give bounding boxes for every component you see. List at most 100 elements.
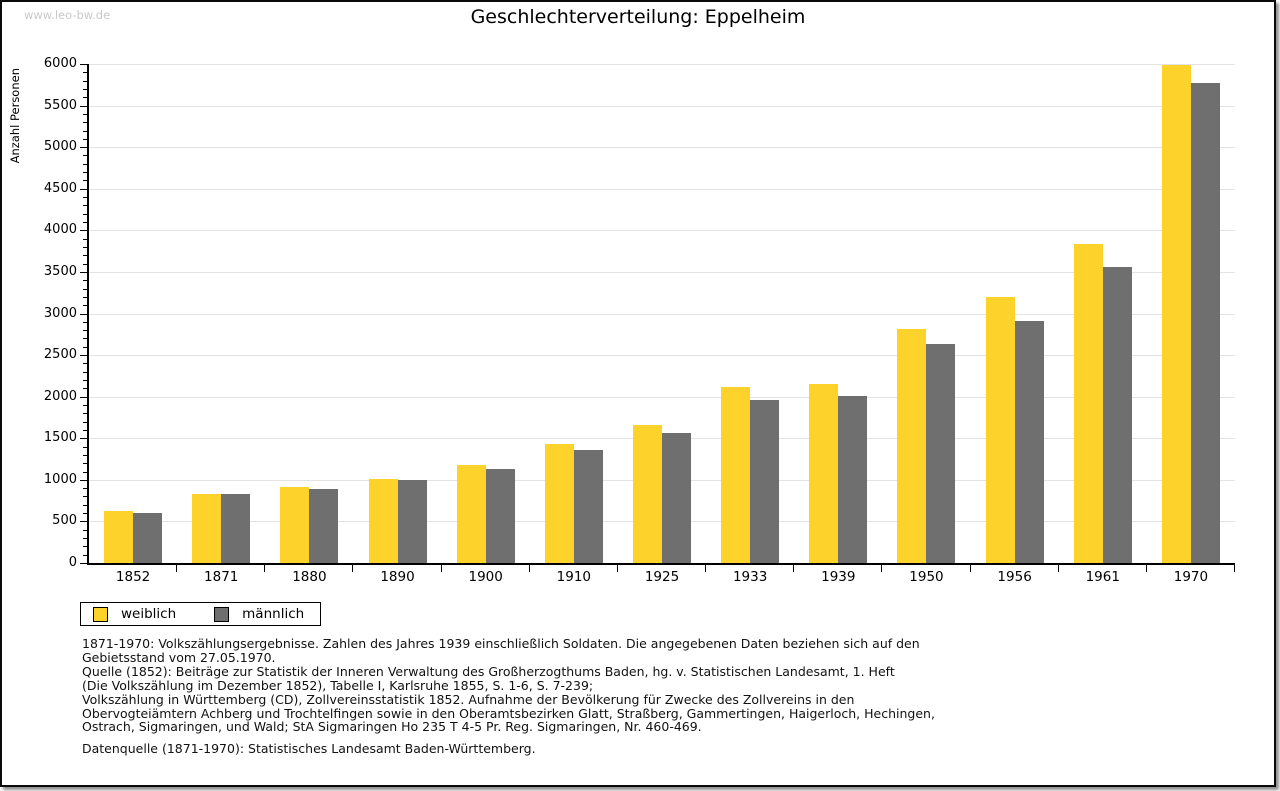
gridline-3500 xyxy=(89,271,1235,273)
bar-männlich-1852 xyxy=(133,513,163,563)
y-minor-tick xyxy=(83,363,87,365)
x-tick-label: 1880 xyxy=(292,569,327,585)
bar-weiblich-1950 xyxy=(897,328,927,563)
y-tick xyxy=(80,521,87,523)
y-minor-tick xyxy=(83,113,87,115)
y-minor-tick xyxy=(83,122,87,124)
y-minor-tick xyxy=(83,321,87,323)
y-tick xyxy=(80,188,87,190)
gridline-5500 xyxy=(89,105,1235,107)
y-tick-label: 0 xyxy=(68,555,77,570)
bar-männlich-1939 xyxy=(838,395,868,563)
y-tick-label: 6000 xyxy=(43,56,77,71)
y-minor-tick xyxy=(83,88,87,90)
bar-weiblich-1900 xyxy=(456,465,486,563)
footnotes: 1871-1970: Volkszählungsergebnisse. Zahl… xyxy=(82,637,935,734)
y-minor-tick xyxy=(83,538,87,540)
legend-label: weiblich xyxy=(121,606,177,622)
gridline-4500 xyxy=(89,188,1235,190)
watermark: www.leo-bw.de xyxy=(24,8,111,22)
y-minor-tick xyxy=(83,280,87,282)
x-tick xyxy=(176,565,178,572)
y-minor-tick xyxy=(83,471,87,473)
y-minor-tick xyxy=(83,463,87,465)
plot-area: 0 500 1000 1500 2000 2500 3000 3500 4000 4500 5000… xyxy=(44,56,1235,585)
x-tick-label: 1871 xyxy=(204,569,239,585)
bar-männlich-1871 xyxy=(221,494,251,563)
y-tick xyxy=(80,479,87,481)
x-tick-label: 1961 xyxy=(1085,569,1120,585)
y-axis-label: Anzahl Personen xyxy=(8,68,22,164)
legend-item-weiblich: weiblich xyxy=(93,606,176,622)
bar-männlich-1970 xyxy=(1190,83,1220,563)
bar-männlich-1880 xyxy=(309,488,339,563)
y-minor-tick xyxy=(83,213,87,215)
bar-weiblich-1871 xyxy=(192,493,222,563)
bar-männlich-1900 xyxy=(485,469,515,563)
bar-weiblich-1956 xyxy=(985,297,1015,563)
y-minor-tick xyxy=(83,163,87,165)
bar-weiblich-1890 xyxy=(368,478,398,563)
y-minor-tick xyxy=(83,138,87,140)
x-tick xyxy=(793,565,795,572)
y-minor-tick xyxy=(83,429,87,431)
bar-männlich-1890 xyxy=(397,480,427,563)
y-tick xyxy=(80,396,87,398)
y-minor-tick xyxy=(83,371,87,373)
y-minor-tick xyxy=(83,288,87,290)
x-tick-label: 1852 xyxy=(115,569,151,585)
bar-männlich-1933 xyxy=(750,400,780,563)
x-tick-label: 1950 xyxy=(909,569,944,585)
y-tick-label: 4000 xyxy=(43,222,77,238)
x-tick xyxy=(440,565,442,572)
y-tick xyxy=(80,147,87,149)
x-tick-label: 1970 xyxy=(1173,569,1209,585)
x-tick-label: 1910 xyxy=(556,569,592,585)
legend-swatch-männlich xyxy=(214,606,230,622)
y-minor-tick xyxy=(83,205,87,207)
y-minor-tick xyxy=(83,172,87,174)
legend-label: männlich xyxy=(242,606,305,622)
y-minor-tick xyxy=(83,488,87,490)
y-minor-tick xyxy=(83,346,87,348)
y-minor-tick xyxy=(83,504,87,506)
x-tick-label: 1939 xyxy=(821,569,856,585)
y-tick-label: 500 xyxy=(52,513,77,529)
bar-männlich-1925 xyxy=(662,432,691,563)
legend-item-männlich: männlich xyxy=(214,606,304,622)
y-minor-tick xyxy=(83,338,87,340)
legend: weiblich männlich xyxy=(80,602,322,626)
x-tick-label: 1956 xyxy=(997,569,1032,585)
y-minor-tick xyxy=(83,380,87,382)
datasource-note: Datenquelle (1871-1970): Statistisches L… xyxy=(82,741,536,756)
y-minor-tick xyxy=(83,155,87,157)
y-minor-tick xyxy=(83,130,87,132)
y-tick-label: 1500 xyxy=(43,430,77,446)
gridline-2500 xyxy=(89,355,1235,357)
y-minor-tick xyxy=(83,296,87,298)
bar-weiblich-1970 xyxy=(1161,65,1191,563)
bar-weiblich-1933 xyxy=(721,387,751,563)
bar-weiblich-1910 xyxy=(544,444,574,563)
y-tick-label: 5000 xyxy=(43,139,77,155)
y-tick-label: 3500 xyxy=(43,263,77,279)
y-tick-label: 2500 xyxy=(43,347,77,363)
footnote-line: 1871-1970: Volkszählungsergebnisse. Zahl… xyxy=(82,636,920,651)
gridline-2000 xyxy=(89,396,1235,398)
x-tick xyxy=(528,565,530,572)
x-tick xyxy=(705,565,707,572)
bar-weiblich-1961 xyxy=(1073,244,1103,563)
x-tick xyxy=(1145,565,1147,572)
x-tick-label: 1900 xyxy=(468,569,503,585)
bar-weiblich-1880 xyxy=(280,486,310,563)
y-minor-tick xyxy=(83,513,87,515)
gridline-5000 xyxy=(89,147,1235,149)
bar-weiblich-1852 xyxy=(104,511,134,563)
y-tick xyxy=(80,64,87,65)
bar-männlich-1956 xyxy=(1014,321,1044,563)
x-tick xyxy=(1057,565,1059,572)
footnote-line: Gebietsstand vom 27.05.1970. xyxy=(82,649,276,665)
y-tick-label: 5500 xyxy=(43,97,77,113)
gridline-3000 xyxy=(89,313,1235,315)
